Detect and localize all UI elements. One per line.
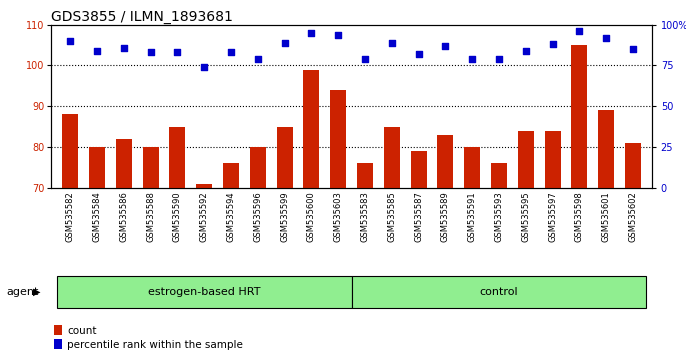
Point	[493, 56, 504, 62]
Bar	[598, 110, 614, 188]
Bar	[330, 90, 346, 188]
Text: GSM535593: GSM535593	[495, 191, 504, 242]
Bar	[276, 127, 293, 188]
Text: GSM535603: GSM535603	[333, 191, 343, 242]
Bar	[625, 143, 641, 188]
Bar	[196, 183, 212, 188]
Text: GSM535582: GSM535582	[66, 191, 75, 242]
Text: GSM535596: GSM535596	[253, 191, 262, 242]
Bar	[571, 45, 587, 188]
Point	[574, 28, 585, 34]
Text: percentile rank within the sample: percentile rank within the sample	[67, 340, 243, 350]
Point	[64, 38, 75, 44]
Bar	[357, 163, 373, 188]
Text: GSM535587: GSM535587	[414, 191, 423, 242]
Bar	[143, 147, 158, 188]
Point	[333, 32, 344, 38]
Bar	[62, 114, 78, 188]
Point	[601, 35, 612, 41]
Text: GSM535597: GSM535597	[548, 191, 557, 242]
Text: count: count	[67, 326, 97, 336]
Text: GSM535589: GSM535589	[441, 191, 450, 242]
Text: GSM535585: GSM535585	[388, 191, 397, 242]
Text: GSM535583: GSM535583	[360, 191, 370, 242]
Text: estrogen-based HRT: estrogen-based HRT	[148, 287, 261, 297]
Bar	[518, 131, 534, 188]
Text: GSM535602: GSM535602	[628, 191, 637, 242]
Text: GDS3855 / ILMN_1893681: GDS3855 / ILMN_1893681	[51, 10, 233, 24]
Point	[172, 50, 183, 55]
Text: agent: agent	[7, 287, 39, 297]
Point	[359, 56, 370, 62]
Text: GSM535586: GSM535586	[119, 191, 128, 242]
Bar	[545, 131, 560, 188]
Text: GSM535598: GSM535598	[575, 191, 584, 242]
Point	[199, 64, 210, 70]
Bar	[169, 127, 185, 188]
Bar	[437, 135, 453, 188]
Point	[252, 56, 263, 62]
Bar	[383, 127, 400, 188]
Text: control: control	[480, 287, 518, 297]
Text: GSM535592: GSM535592	[200, 191, 209, 242]
Text: GSM535588: GSM535588	[146, 191, 155, 242]
Point	[413, 51, 424, 57]
Text: GSM535594: GSM535594	[226, 191, 235, 242]
Text: GSM535600: GSM535600	[307, 191, 316, 242]
Text: GSM535599: GSM535599	[280, 191, 289, 242]
Point	[386, 40, 397, 46]
Point	[520, 48, 531, 54]
Bar	[116, 139, 132, 188]
Text: GSM535584: GSM535584	[93, 191, 102, 242]
Point	[547, 41, 558, 47]
Point	[440, 43, 451, 49]
Point	[628, 46, 639, 52]
Text: GSM535591: GSM535591	[468, 191, 477, 242]
Bar	[410, 151, 427, 188]
Text: GSM535601: GSM535601	[602, 191, 611, 242]
Point	[226, 50, 237, 55]
Bar	[464, 147, 480, 188]
Point	[118, 45, 129, 50]
Text: GSM535595: GSM535595	[521, 191, 530, 242]
Point	[466, 56, 477, 62]
Point	[145, 50, 156, 55]
Text: ▶: ▶	[34, 287, 40, 297]
Bar	[223, 163, 239, 188]
Bar	[89, 147, 105, 188]
Point	[279, 40, 290, 46]
Bar	[303, 70, 320, 188]
Point	[91, 48, 102, 54]
Point	[306, 30, 317, 36]
Bar	[250, 147, 265, 188]
Text: GSM535590: GSM535590	[173, 191, 182, 242]
Bar	[491, 163, 507, 188]
